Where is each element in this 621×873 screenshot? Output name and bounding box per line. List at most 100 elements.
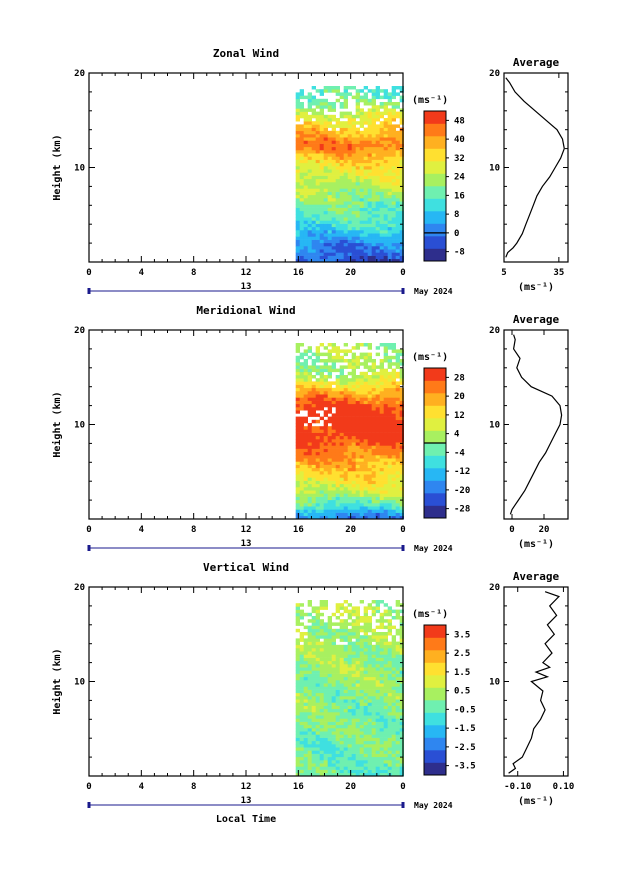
heatmap-cell — [375, 246, 380, 250]
heatmap-cell — [367, 384, 372, 389]
heatmap-cell — [355, 471, 360, 475]
heatmap-cell — [347, 699, 352, 703]
heatmap-cell — [307, 471, 312, 475]
heatmap-cell — [355, 718, 360, 722]
heatmap-cell — [347, 226, 352, 231]
heatmap-cell — [351, 724, 356, 729]
heatmap-cell — [299, 416, 304, 421]
heatmap-cell — [367, 769, 372, 774]
heatmap-cell — [355, 223, 360, 228]
heatmap-cell — [371, 712, 376, 716]
heatmap-cell — [351, 185, 356, 189]
heatmap-cell — [371, 737, 376, 742]
heatmap-cell — [339, 220, 344, 224]
average-x-tick-label: 5 — [501, 268, 506, 278]
heatmap-cell — [375, 162, 380, 167]
heatmap-cell — [379, 111, 384, 116]
heatmap-cell — [339, 445, 344, 449]
heatmap-cell — [295, 223, 300, 228]
heatmap-cell — [299, 124, 304, 128]
heatmap-cell — [367, 760, 372, 764]
heatmap-cell — [379, 233, 384, 237]
heatmap-cell — [307, 490, 312, 494]
heatmap-cell — [335, 166, 340, 170]
heatmap-cell — [299, 258, 304, 263]
heatmap-cell — [355, 108, 360, 112]
heatmap-cell — [395, 445, 400, 449]
heatmap-cell — [315, 214, 320, 218]
heatmap-cell — [299, 689, 304, 694]
heatmap-cell — [335, 458, 340, 462]
heatmap-cell — [395, 721, 400, 726]
heatmap-cell — [311, 226, 316, 231]
heatmap-cell — [391, 137, 396, 141]
heatmap-cell — [359, 641, 364, 646]
heatmap-cell — [359, 146, 364, 151]
heatmap-cell — [355, 121, 360, 125]
heatmap-cell — [355, 204, 360, 208]
heatmap-cell — [387, 252, 392, 256]
heatmap-cell — [319, 641, 324, 646]
heatmap-cell — [303, 134, 308, 138]
heatmap-cell — [319, 191, 324, 196]
heatmap-cell — [395, 670, 400, 674]
heatmap-cell — [347, 715, 352, 719]
heatmap-cell — [355, 493, 360, 497]
heatmap-cell — [355, 683, 360, 687]
heatmap-cell — [355, 744, 360, 748]
heatmap-cell — [339, 429, 344, 433]
heatmap-cell — [347, 654, 352, 658]
heatmap-cell — [379, 95, 384, 100]
heatmap-cell — [391, 648, 396, 652]
date-bar-start-marker — [87, 545, 91, 551]
heatmap-cell — [299, 368, 304, 373]
heatmap-cell — [311, 98, 316, 103]
heatmap-cell — [303, 660, 308, 665]
heatmap-cell — [327, 207, 332, 212]
heatmap-cell — [331, 359, 336, 363]
heatmap-cell — [391, 471, 396, 475]
heatmap-cell — [323, 683, 328, 687]
heatmap-cell — [331, 467, 336, 472]
heatmap-cell — [379, 403, 384, 408]
heatmap-cell — [391, 214, 396, 218]
heatmap-cell — [399, 359, 404, 363]
heatmap-cell — [367, 499, 372, 504]
heatmap-cell — [327, 153, 332, 157]
heatmap-cell — [303, 740, 308, 745]
heatmap-cell — [375, 403, 380, 408]
heatmap-cell — [347, 676, 352, 681]
heatmap-cell — [303, 455, 308, 459]
heatmap-cell — [319, 343, 324, 347]
heatmap-cell — [359, 667, 364, 671]
heatmap-cell — [299, 515, 304, 520]
heatmap-cell — [371, 153, 376, 157]
heatmap-cell — [335, 194, 340, 199]
heatmap-cell — [315, 483, 320, 488]
heatmap-cell — [347, 201, 352, 205]
heatmap-cell — [363, 355, 368, 360]
average-x-tick-label: 35 — [553, 268, 564, 278]
heatmap-cell — [299, 464, 304, 469]
heatmap-cell — [327, 676, 332, 681]
heatmap-cell — [391, 512, 396, 517]
heatmap-cell — [391, 483, 396, 488]
heatmap-cell — [307, 98, 312, 103]
heatmap-cell — [311, 483, 316, 488]
heatmap-cell — [331, 188, 336, 192]
heatmap-cell — [303, 210, 308, 215]
heatmap-cell — [391, 346, 396, 350]
heatmap-cell — [359, 384, 364, 389]
heatmap-cell — [351, 352, 356, 357]
colorbar-segment — [424, 762, 446, 776]
heatmap-cell — [387, 134, 392, 138]
heatmap-cell — [311, 223, 316, 228]
heatmap-cell — [399, 744, 404, 748]
heatmap-cell — [339, 233, 344, 237]
heatmap-cell — [311, 750, 316, 754]
heatmap-cell — [315, 419, 320, 424]
heatmap-cell — [347, 744, 352, 748]
heatmap-cell — [327, 175, 332, 180]
heatmap-cell — [327, 121, 332, 125]
